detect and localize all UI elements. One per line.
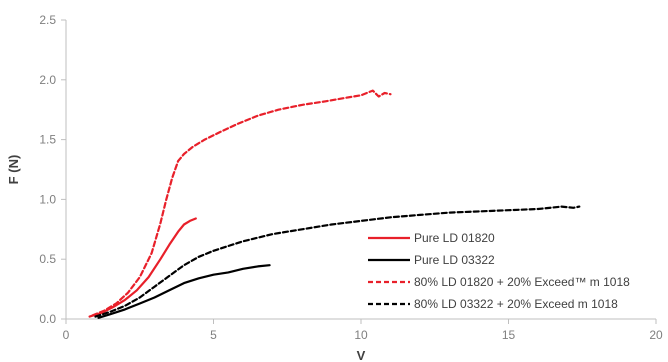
y-tick-label: 1.0 (39, 192, 56, 206)
legend: Pure LD 01820 Pure LD 03322 80% LD 01820 +… (368, 231, 630, 311)
legend-label-3: 80% LD 01820 + 20% Exceed™ m 1018 (414, 275, 630, 289)
x-tick-label: 5 (210, 328, 217, 342)
x-tick-label: 10 (354, 328, 368, 342)
x-tick-label: 0 (63, 328, 70, 342)
series-lines (88, 89, 581, 319)
y-tick-label: 1.5 (39, 133, 56, 147)
y-tick-label: 2.5 (39, 13, 56, 27)
legend-label-1: Pure LD 01820 (414, 231, 495, 245)
y-axis-title: F (N) (6, 155, 21, 185)
y-tick-label: 0.0 (39, 312, 56, 326)
series-line-3 (91, 89, 392, 317)
y-axis: 0.0 0.5 1.0 1.5 2.0 2.5 (39, 13, 67, 326)
x-axis-title: V (357, 348, 366, 362)
y-tick-label: 0.5 (39, 252, 56, 266)
series-line-4 (94, 205, 581, 318)
x-tick-label: 20 (649, 328, 663, 342)
series-line-2 (97, 264, 271, 319)
x-tick-label: 15 (502, 328, 516, 342)
series-line-1 (88, 217, 197, 318)
legend-label-2: Pure LD 03322 (414, 253, 495, 267)
x-axis: 0 5 10 15 20 (63, 318, 663, 342)
legend-label-4: 80% LD 03322 + 20% Exceed m 1018 (414, 297, 618, 311)
y-tick-label: 2.0 (39, 73, 56, 87)
